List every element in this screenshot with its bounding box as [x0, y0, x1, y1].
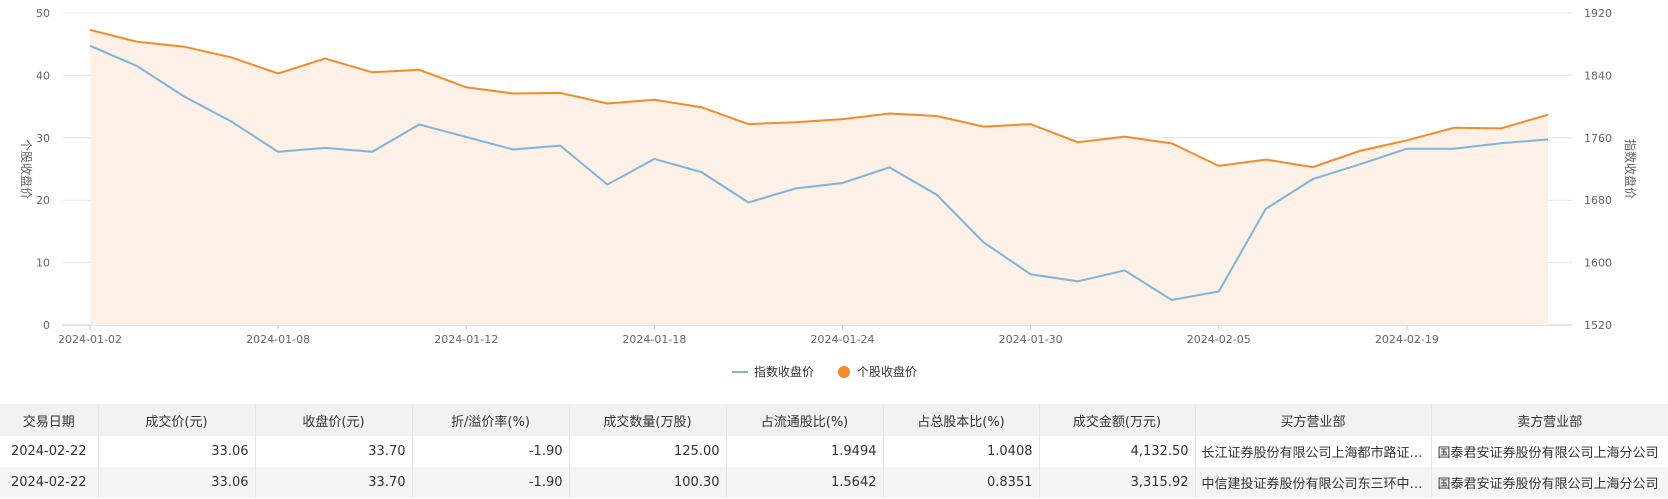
chart-svg: 0 10 20 30 40 50 1520 1600 1680 1760 1840 1920 2024-…	[19, 7, 1638, 379]
header-total-ratio: 占总股本比(%)	[883, 404, 1040, 436]
stock-price-area	[90, 29, 1548, 326]
cell-close-price: 33.70	[255, 467, 413, 498]
header-deal-price: 成交价(元)	[98, 404, 256, 436]
x-tick-label: 2024-02-05	[1187, 333, 1251, 346]
cell-premium-rate: -1.90	[412, 467, 570, 498]
header-volume: 成交数量(万股)	[569, 404, 727, 436]
cell-trade-date: 2024-02-22	[0, 436, 99, 467]
cell-premium-rate: -1.90	[412, 436, 570, 467]
cell-amount: 3,315.92	[1039, 467, 1196, 498]
left-tick-label: 20	[36, 194, 50, 207]
cell-deal-price: 33.06	[98, 436, 256, 467]
x-tick-label: 2024-01-24	[811, 333, 875, 346]
cell-amount: 4,132.50	[1039, 436, 1196, 467]
index-price-line	[89, 44, 1549, 302]
cell-buyer: 中信建投证券股份有限公司东三环中路证券营业部	[1195, 467, 1432, 498]
block-trade-table: 交易日期 成交价(元) 收盘价(元) 折/溢价率(%) 成交数量(万股) 占流通…	[0, 404, 1668, 498]
header-trade-date: 交易日期	[0, 404, 99, 436]
x-tick-label: 2024-01-18	[622, 333, 686, 346]
right-tick-label: 1920	[1584, 7, 1612, 20]
right-tick-label: 1600	[1584, 257, 1612, 270]
x-tick-label: 2024-01-02	[58, 333, 122, 346]
stock-price-line	[89, 28, 1549, 169]
right-tick-label: 1840	[1584, 69, 1612, 82]
cell-float-ratio: 1.9494	[726, 436, 884, 467]
x-tick-label: 2024-02-19	[1375, 333, 1439, 346]
cell-deal-price: 33.06	[98, 467, 256, 498]
x-tick-label: 2024-01-08	[246, 333, 310, 346]
table-row: 2024-02-22 33.06 33.70 -1.90 100.30 1.56…	[0, 467, 1668, 498]
header-amount: 成交金额(万元)	[1039, 404, 1196, 436]
right-tick-label: 1760	[1584, 132, 1612, 145]
cell-seller: 国泰君安证券股份有限公司上海分公司	[1431, 467, 1668, 498]
table-header-row: 交易日期 成交价(元) 收盘价(元) 折/溢价率(%) 成交数量(万股) 占流通…	[0, 404, 1668, 436]
left-tick-label: 0	[43, 319, 50, 332]
legend-stock-marker	[838, 366, 850, 378]
cell-total-ratio: 1.0408	[883, 436, 1040, 467]
header-premium-rate: 折/溢价率(%)	[412, 404, 570, 436]
header-buyer: 买方营业部	[1195, 404, 1432, 436]
table-row: 2024-02-22 33.06 33.70 -1.90 125.00 1.94…	[0, 436, 1668, 467]
header-close-price: 收盘价(元)	[255, 404, 413, 436]
right-tick-label: 1520	[1584, 319, 1612, 332]
price-chart: 0 10 20 30 40 50 1520 1600 1680 1760 1840 1920 2024-…	[19, 7, 1638, 379]
cell-buyer: 长江证券股份有限公司上海都市路证券营业部	[1195, 436, 1432, 467]
right-axis-title: 指数收盘价	[1623, 139, 1638, 199]
cell-float-ratio: 1.5642	[726, 467, 884, 498]
left-tick-label: 40	[36, 69, 50, 82]
header-float-ratio: 占流通股比(%)	[726, 404, 884, 436]
x-tick-label: 2024-01-30	[999, 333, 1063, 346]
left-tick-label: 10	[36, 257, 50, 270]
cell-volume: 125.00	[569, 436, 727, 467]
cell-total-ratio: 0.8351	[883, 467, 1040, 498]
cell-close-price: 33.70	[255, 436, 413, 467]
left-tick-label: 50	[36, 7, 50, 20]
left-axis-title: 个股收盘价	[19, 139, 34, 199]
legend-stock-label: 个股收盘价	[857, 364, 917, 379]
cell-volume: 100.30	[569, 467, 727, 498]
header-seller: 卖方营业部	[1431, 404, 1668, 436]
left-tick-label: 30	[36, 132, 50, 145]
cell-seller: 国泰君安证券股份有限公司上海分公司	[1431, 436, 1668, 467]
legend-index-label: 指数收盘价	[754, 364, 814, 379]
x-tick-label: 2024-01-12	[434, 333, 498, 346]
cell-trade-date: 2024-02-22	[0, 467, 99, 498]
right-tick-label: 1680	[1584, 194, 1612, 207]
